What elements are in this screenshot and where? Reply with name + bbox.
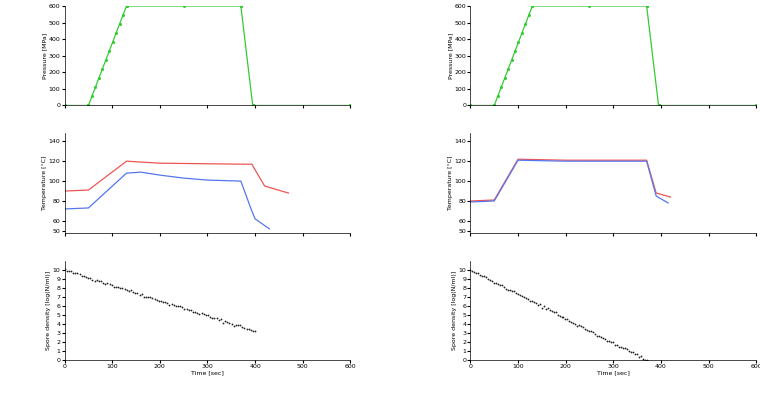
Y-axis label: Temperature [°C]: Temperature [°C]: [43, 156, 47, 210]
Y-axis label: Pressure [MPa]: Pressure [MPa]: [448, 33, 453, 79]
X-axis label: Time [sec]: Time [sec]: [597, 371, 630, 376]
Y-axis label: Pressure [MPa]: Pressure [MPa]: [43, 33, 47, 79]
Y-axis label: Spore density [log(N/ml)]: Spore density [log(N/ml)]: [452, 271, 457, 350]
Y-axis label: Spore density [log(N/ml)]: Spore density [log(N/ml)]: [46, 271, 51, 350]
Y-axis label: Temperature [°C]: Temperature [°C]: [448, 156, 453, 210]
X-axis label: Time [sec]: Time [sec]: [191, 371, 224, 376]
